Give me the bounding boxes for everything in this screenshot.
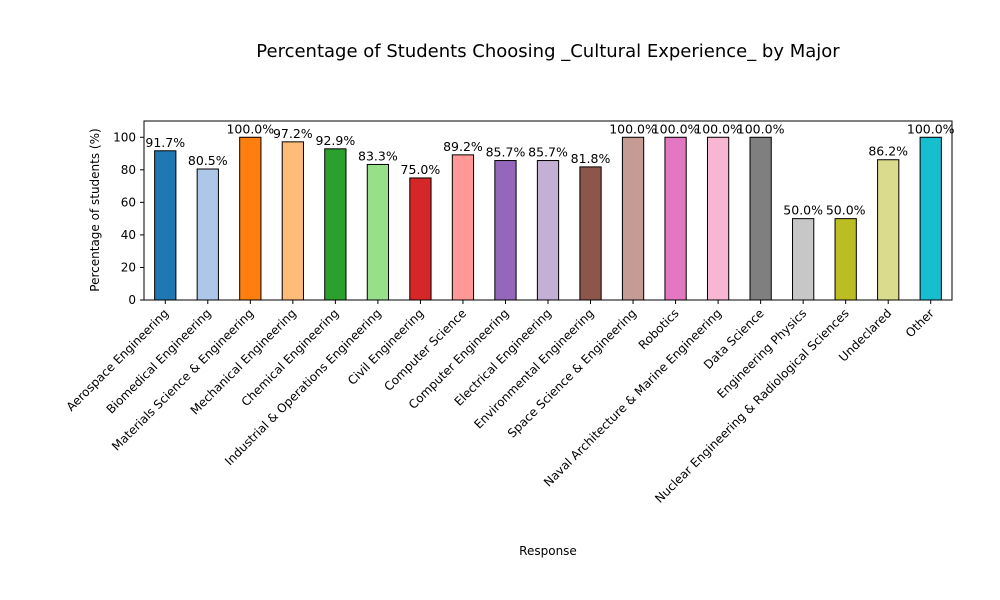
x-tick-label: Nuclear Engineering & Radiological Scien… xyxy=(652,306,852,506)
data-label: 97.2% xyxy=(273,126,313,141)
data-label: 85.7% xyxy=(486,145,526,160)
y-tick-label: 100 xyxy=(113,130,136,144)
data-labels: 91.7%80.5%100.0%97.2% 92.9%83.3%75.0%89.2… xyxy=(145,121,954,217)
data-label: 89.2% xyxy=(443,139,483,154)
y-axis-label: Percentage of students (%) xyxy=(88,128,102,291)
y-tick-label: 60 xyxy=(121,195,136,209)
x-tick-label: Computer Science xyxy=(381,306,469,394)
bar xyxy=(877,159,900,301)
bar xyxy=(494,160,517,301)
data-label: 100.0% xyxy=(737,121,785,136)
bar xyxy=(239,136,262,301)
bar xyxy=(792,218,815,301)
plot-frame xyxy=(143,120,953,301)
x-tick-label: Other xyxy=(903,306,937,340)
bar xyxy=(536,160,560,301)
bar xyxy=(919,136,942,301)
data-label: 81.8% xyxy=(571,151,611,166)
bar xyxy=(664,136,687,301)
data-label: 83.3% xyxy=(358,148,398,163)
data-label: 100.0% xyxy=(694,121,742,136)
data-label: 85.7% xyxy=(528,145,568,160)
data-label: 100.0% xyxy=(652,121,700,136)
bar xyxy=(451,154,475,301)
x-tick-label: Civil Engineering xyxy=(345,306,427,388)
bar xyxy=(281,141,304,301)
bar xyxy=(579,166,602,301)
bar xyxy=(409,177,432,301)
data-label: 100.0% xyxy=(907,121,955,136)
data-label: 75.0% xyxy=(401,162,441,177)
chart-title: Percentage of Students Choosing _Cultura… xyxy=(256,41,840,62)
bar xyxy=(324,148,347,301)
bar xyxy=(834,218,857,301)
data-label: 100.0% xyxy=(609,121,657,136)
x-axis-label: Response xyxy=(519,544,577,558)
bar xyxy=(749,136,772,301)
data-label: 80.5% xyxy=(188,153,228,168)
bar xyxy=(154,150,177,301)
x-tick-label: Industrial & Operations Engineering xyxy=(222,306,384,468)
y-tick-label: 20 xyxy=(121,260,136,274)
bar xyxy=(706,136,730,301)
y-tick-label: 40 xyxy=(121,228,136,242)
bar xyxy=(621,136,645,301)
y-tick-label: 80 xyxy=(121,163,136,177)
data-label: 86.2% xyxy=(868,144,908,159)
bars xyxy=(154,136,942,301)
data-label: 50.0% xyxy=(826,203,866,218)
data-label: 91.7% xyxy=(145,135,185,150)
y-axis: 0 20 40 60 80 100 xyxy=(113,130,144,307)
data-label: 92.9% xyxy=(316,133,356,148)
data-label: 50.0% xyxy=(783,203,823,218)
y-tick-label: 0 xyxy=(128,293,136,307)
data-label: 100.0% xyxy=(226,121,274,136)
bar xyxy=(196,168,219,301)
bar xyxy=(366,163,390,301)
